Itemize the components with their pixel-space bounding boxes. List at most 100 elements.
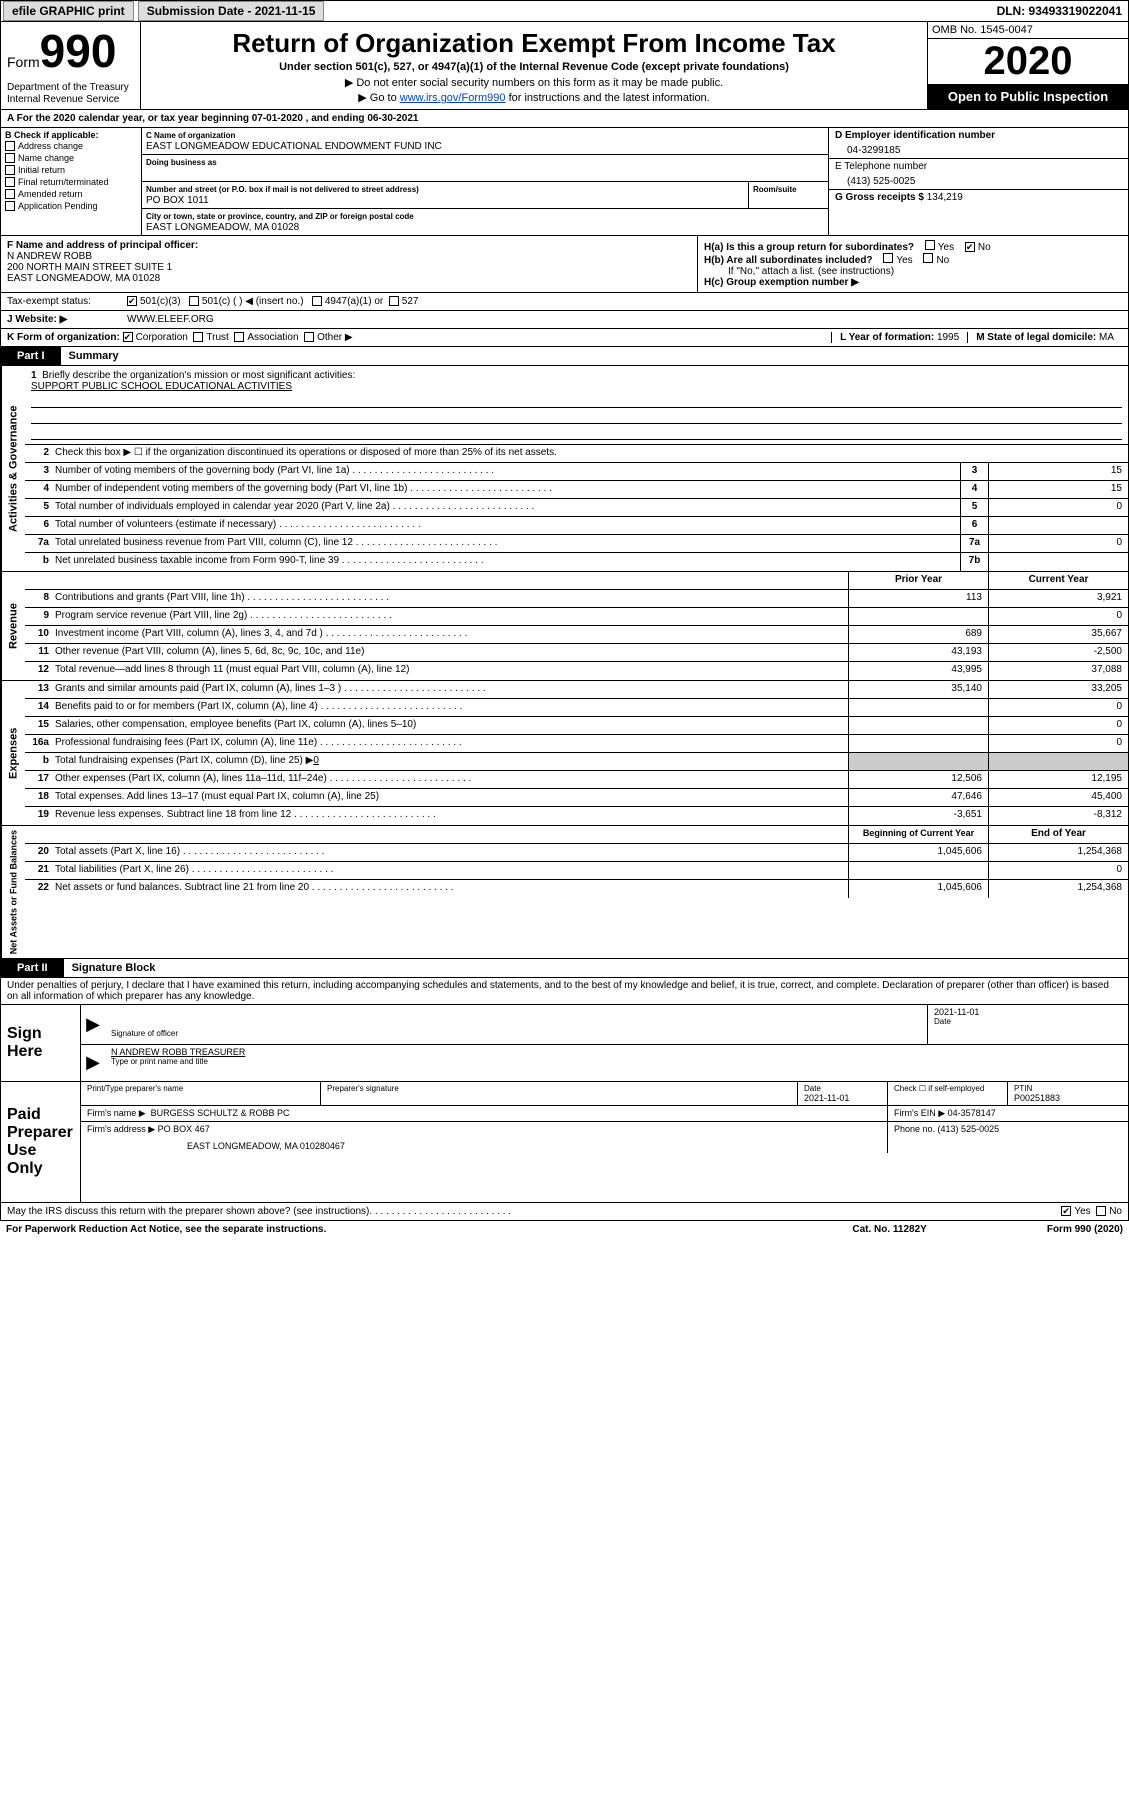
ha-yes[interactable] <box>925 240 935 250</box>
firm-addr-label: Firm's address ▶ <box>87 1124 155 1134</box>
line9: Program service revenue (Part VIII, line… <box>53 608 848 625</box>
checkbox-trust[interactable] <box>193 332 203 342</box>
checkbox-amended[interactable] <box>5 189 15 199</box>
p21 <box>848 862 988 879</box>
paid-preparer-label: Paid Preparer Use Only <box>1 1082 81 1202</box>
submission-date-button[interactable]: Submission Date - 2021-11-15 <box>138 1 325 21</box>
website-label: J Website: ▶ <box>7 314 127 325</box>
line6: Total number of volunteers (estimate if … <box>53 517 960 534</box>
ha-no[interactable] <box>965 242 975 252</box>
line20: Total assets (Part X, line 16) <box>53 844 848 861</box>
line11: Other revenue (Part VIII, column (A), li… <box>53 644 848 661</box>
checkbox-527[interactable] <box>389 296 399 306</box>
c8: 3,921 <box>988 590 1128 607</box>
checkbox-assoc[interactable] <box>234 332 244 342</box>
dba-label: Doing business as <box>146 158 217 167</box>
side-governance: Activities & Governance <box>1 366 25 571</box>
side-netassets: Net Assets or Fund Balances <box>1 826 25 958</box>
website-value: WWW.ELEEF.ORG <box>127 314 214 325</box>
ein-label: D Employer identification number <box>835 130 1122 141</box>
type-name-label: Type or print name and title <box>111 1057 1122 1066</box>
side-revenue: Revenue <box>1 572 25 680</box>
c15: 0 <box>988 717 1128 734</box>
c17: 12,195 <box>988 771 1128 788</box>
line19: Revenue less expenses. Subtract line 18 … <box>53 807 848 825</box>
c11: -2,500 <box>988 644 1128 661</box>
hb-no[interactable] <box>923 253 933 263</box>
v5: 0 <box>988 499 1128 516</box>
checkbox-corp[interactable] <box>123 332 133 342</box>
officer-addr2: EAST LONGMEADOW, MA 01028 <box>7 273 691 284</box>
line5: Total number of individuals employed in … <box>53 499 960 516</box>
addr-value: PO BOX 1011 <box>146 194 744 206</box>
firm-name: BURGESS SCHULTZ & ROBB PC <box>151 1108 290 1118</box>
c10: 35,667 <box>988 626 1128 643</box>
omb-number: OMB No. 1545-0047 <box>928 22 1128 39</box>
gross-receipts-value: 134,219 <box>927 192 963 203</box>
discuss-no[interactable] <box>1096 1206 1106 1216</box>
v6 <box>988 517 1128 534</box>
irs-link[interactable]: www.irs.gov/Form990 <box>400 92 506 104</box>
firm-name-label: Firm's name ▶ <box>87 1108 146 1118</box>
ha-label: H(a) Is this a group return for subordin… <box>704 242 914 253</box>
date-label: Date <box>934 1017 1122 1026</box>
p20: 1,045,606 <box>848 844 988 861</box>
line18: Total expenses. Add lines 13–17 (must eq… <box>53 789 848 806</box>
officer-label: F Name and address of principal officer: <box>7 240 691 251</box>
p19: -3,651 <box>848 807 988 825</box>
c13: 33,205 <box>988 681 1128 698</box>
checkbox-initial-return[interactable] <box>5 165 15 175</box>
line10: Investment income (Part VIII, column (A)… <box>53 626 848 643</box>
form-number: Form990 <box>7 24 134 78</box>
discuss-text: May the IRS discuss this return with the… <box>7 1206 369 1217</box>
line15: Salaries, other compensation, employee b… <box>53 717 848 734</box>
checkbox-4947[interactable] <box>312 296 322 306</box>
firm-phone: (413) 525-0025 <box>938 1124 1000 1134</box>
p8: 113 <box>848 590 988 607</box>
c12: 37,088 <box>988 662 1128 680</box>
instruction-ssn: ▶ Do not enter social security numbers o… <box>147 75 921 90</box>
line16b: Total fundraising expenses (Part IX, col… <box>53 753 848 770</box>
state-domicile: MA <box>1099 332 1114 343</box>
form-org-label: K Form of organization: <box>7 332 120 343</box>
sig-officer-label: Signature of officer <box>111 1029 921 1038</box>
c18: 45,400 <box>988 789 1128 806</box>
efile-print-button[interactable]: efile GRAPHIC print <box>3 1 134 21</box>
penalties-text: Under penalties of perjury, I declare th… <box>0 978 1129 1005</box>
checkbox-501c3[interactable] <box>127 296 137 306</box>
org-name-label: C Name of organization <box>146 131 235 140</box>
org-name: EAST LONGMEADOW EDUCATIONAL ENDOWMENT FU… <box>146 140 824 152</box>
phone-value: (413) 525-0025 <box>835 172 1122 187</box>
self-employed-check[interactable]: Check ☐ if self-employed <box>888 1082 1008 1105</box>
instruction-link: ▶ Go to www.irs.gov/Form990 for instruct… <box>147 90 921 105</box>
line1-value: SUPPORT PUBLIC SCHOOL EDUCATIONAL ACTIVI… <box>31 381 1122 392</box>
line2: Check this box ▶ ☐ if the organization d… <box>53 445 1128 462</box>
phone-label: E Telephone number <box>835 161 1122 172</box>
checkbox-name-change[interactable] <box>5 153 15 163</box>
sign-date: 2021-11-01 <box>934 1007 1122 1017</box>
c19: -8,312 <box>988 807 1128 825</box>
form-subtitle: Under section 501(c), 527, or 4947(a)(1)… <box>147 59 921 75</box>
firm-addr1: PO BOX 467 <box>158 1124 210 1134</box>
line12: Total revenue—add lines 8 through 11 (mu… <box>53 662 848 680</box>
current-year-header: Current Year <box>988 572 1128 589</box>
checkbox-application-pending[interactable] <box>5 201 15 211</box>
checkbox-501c[interactable] <box>189 296 199 306</box>
officer-name: N ANDREW ROBB <box>7 251 691 262</box>
hb-yes[interactable] <box>883 253 893 263</box>
c9: 0 <box>988 608 1128 625</box>
checkbox-final-return[interactable] <box>5 177 15 187</box>
checkbox-other[interactable] <box>304 332 314 342</box>
hc-label: H(c) Group exemption number ▶ <box>704 277 1122 288</box>
p12: 43,995 <box>848 662 988 680</box>
part-ii-title: Signature Block <box>64 959 164 977</box>
firm-phone-label: Phone no. <box>894 1124 938 1134</box>
checkbox-address-change[interactable] <box>5 141 15 151</box>
c16a: 0 <box>988 735 1128 752</box>
dln-label: DLN: 93493319022041 <box>997 4 1128 18</box>
line7b: Net unrelated business taxable income fr… <box>53 553 960 571</box>
form-title: Return of Organization Exempt From Incom… <box>147 24 921 59</box>
discuss-yes[interactable] <box>1061 1206 1071 1216</box>
sign-arrow-icon: ▶ <box>81 1005 105 1044</box>
beg-year-header: Beginning of Current Year <box>848 826 988 843</box>
